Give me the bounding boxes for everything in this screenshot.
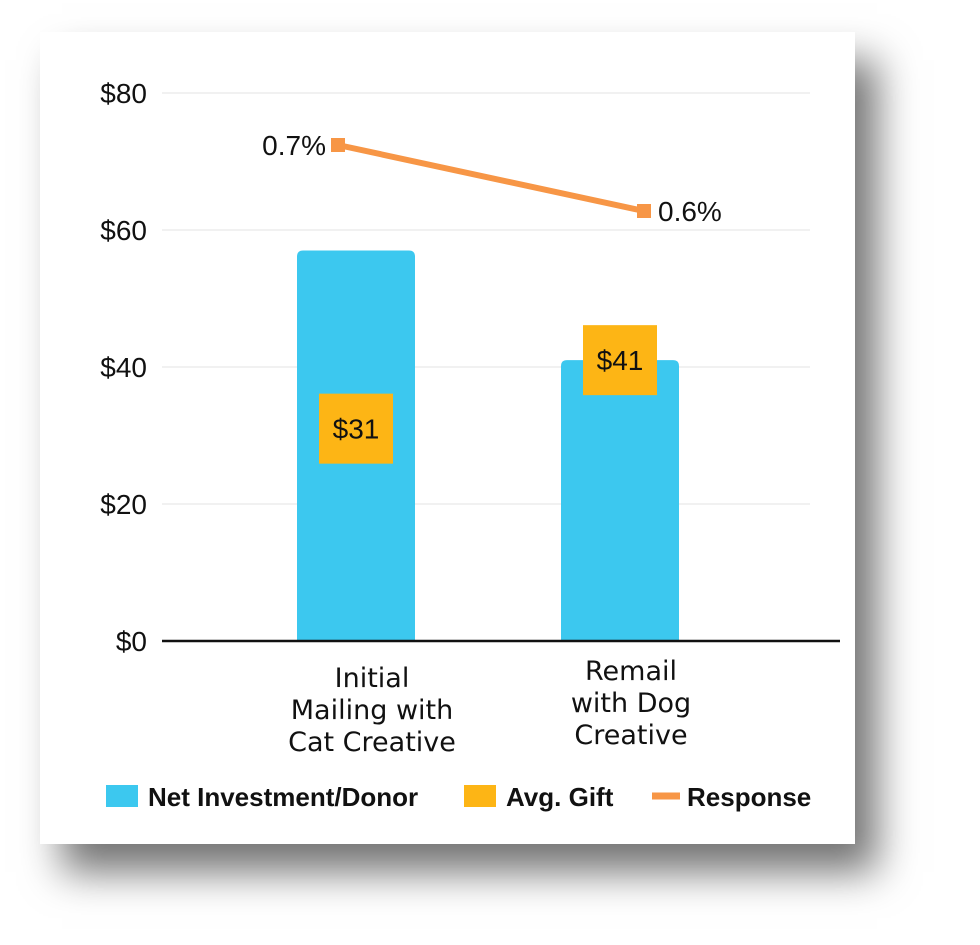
y-tick-label: $0 — [116, 626, 147, 657]
chart-card: $0 $20 $40 $60 $80 $31 $41 0.7% 0.6% Initial Maili… — [40, 32, 855, 844]
x-category-label: with Dog — [571, 688, 691, 719]
avg-gift-marker — [319, 393, 393, 464]
y-tick-label: $40 — [100, 352, 147, 383]
response-label: 0.7% — [262, 130, 326, 161]
avg-gift-label: $41 — [597, 345, 644, 376]
y-tick-label: $20 — [100, 489, 147, 520]
response-label: 0.6% — [658, 196, 722, 227]
response-point — [331, 138, 345, 152]
response-point — [637, 204, 651, 218]
legend-label-avg-gift: Avg. Gift — [506, 782, 614, 812]
bar-net-investment — [561, 360, 679, 641]
legend-swatch-avg-gift — [464, 785, 496, 807]
avg-gift-marker — [583, 325, 657, 396]
y-tick-label: $60 — [100, 215, 147, 246]
response-line — [337, 142, 645, 214]
legend-swatch-net-investment — [106, 785, 138, 807]
x-category-label: Mailing with — [291, 695, 453, 726]
legend-label-net-investment: Net Investment/Donor — [148, 782, 418, 812]
y-tick-label: $80 — [100, 78, 147, 109]
x-category-label: Cat Creative — [288, 727, 456, 758]
avg-gift-label: $31 — [333, 414, 380, 445]
legend-label-response: Response — [687, 782, 811, 812]
combo-chart: $0 $20 $40 $60 $80 $31 $41 0.7% 0.6% InitialMaili… — [100, 78, 840, 812]
x-category-label: Initial — [335, 663, 410, 694]
x-category-label: Creative — [574, 720, 687, 751]
x-category-label: Remail — [585, 656, 677, 687]
